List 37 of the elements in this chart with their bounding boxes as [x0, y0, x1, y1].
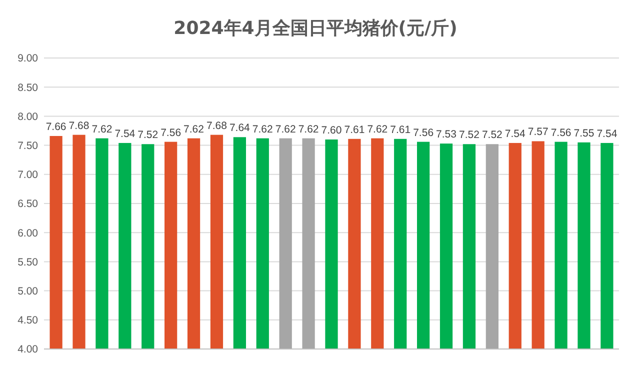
data-label: 7.52: [138, 129, 158, 142]
y-tick-label: 9.00: [18, 52, 38, 65]
data-label: 7.62: [275, 123, 296, 136]
data-label: 7.54: [596, 128, 618, 140]
y-tick-label: 5.00: [18, 285, 38, 298]
data-label: 7.56: [550, 126, 572, 139]
data-label: 7.62: [92, 123, 112, 136]
data-label: 7.62: [298, 123, 319, 136]
y-tick-label: 7.50: [18, 140, 38, 152]
y-tick-label: 7.00: [18, 169, 38, 182]
data-label: 7.62: [367, 123, 388, 136]
data-label: 7.54: [114, 128, 136, 140]
data-label: 7.52: [459, 129, 480, 142]
data-label: 7.55: [574, 127, 594, 140]
chart-title: 2024年4月全国日平均猪价(元/斤): [174, 18, 458, 39]
data-label: 7.61: [390, 124, 411, 136]
data-label: 7.66: [46, 120, 66, 133]
data-label: 7.61: [344, 124, 365, 136]
data-label: 7.52: [482, 129, 503, 142]
y-tick-label: 4.00: [18, 344, 38, 356]
y-tick-label: 5.50: [18, 256, 38, 268]
data-label: 7.62: [184, 123, 204, 136]
y-tick-label: 6.50: [18, 198, 38, 210]
data-label: 7.56: [413, 126, 434, 139]
y-tick-label: 8.00: [18, 110, 38, 123]
data-label: 7.60: [321, 124, 342, 136]
y-tick-label: 6.00: [18, 227, 38, 240]
data-label: 7.53: [436, 128, 457, 141]
y-tick-label: 4.50: [18, 314, 38, 327]
data-label: 7.68: [206, 120, 228, 132]
data-label: 7.68: [68, 120, 90, 132]
data-label: 7.57: [528, 126, 548, 138]
data-label: 7.56: [160, 126, 182, 139]
y-tick-label: 8.50: [18, 82, 38, 94]
data-label: 7.54: [504, 128, 526, 140]
data-label: 7.64: [229, 122, 250, 134]
data-label: 7.62: [252, 123, 274, 136]
